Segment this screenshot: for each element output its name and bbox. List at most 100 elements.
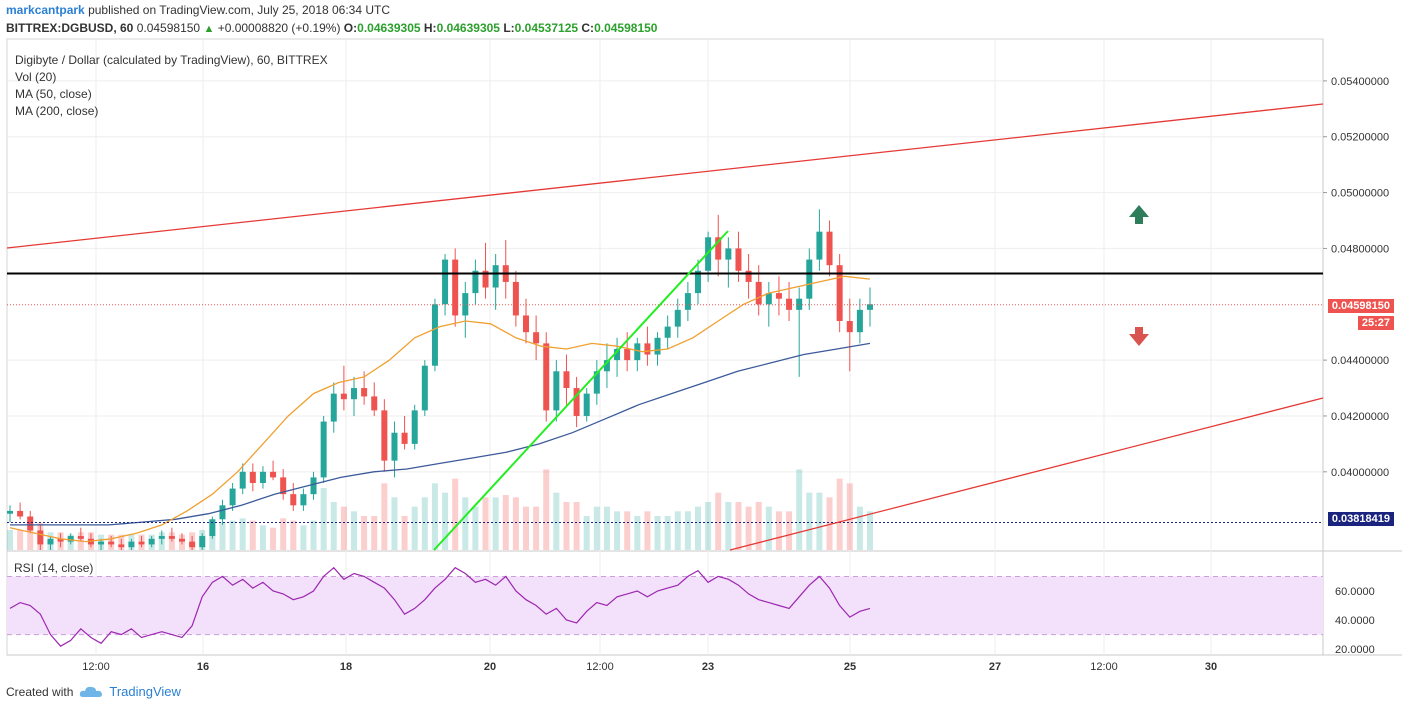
volume-bar <box>846 483 853 550</box>
volume-bar <box>806 492 813 550</box>
time-tick-label: 20 <box>484 661 496 673</box>
volume-bar <box>502 495 509 550</box>
rsi-tick-label: 20.0000 <box>1335 644 1375 656</box>
volume-bar <box>330 502 337 550</box>
candle-body <box>67 536 74 542</box>
volume-bar <box>219 523 226 550</box>
legend-ma50[interactable]: MA (50, close) <box>15 87 92 101</box>
tradingview-brand[interactable]: TradingView <box>109 684 181 699</box>
volume-bar <box>755 502 762 550</box>
rsi-legend[interactable]: RSI (14, close) <box>14 561 94 575</box>
volume-bar <box>654 516 661 550</box>
volume-bar <box>452 478 459 550</box>
price-tick-label: 0.05000000 <box>1331 188 1389 200</box>
candle-body <box>816 231 823 260</box>
candle-body <box>381 410 388 461</box>
candle-body <box>553 371 560 411</box>
time-tick-label: 27 <box>989 661 1001 673</box>
candle-body <box>573 388 580 416</box>
legend-title[interactable]: Digibyte / Dollar (calculated by Trading… <box>15 53 328 67</box>
candle-body <box>249 471 256 483</box>
candle-body <box>654 337 661 355</box>
volume-bar <box>512 497 519 550</box>
volume-bar <box>583 516 590 550</box>
legend-volume[interactable]: Vol (20) <box>15 70 57 84</box>
volume-bar <box>826 497 833 550</box>
upper-channel-line <box>6 103 1324 249</box>
candle-body <box>7 510 13 514</box>
candle-body <box>259 471 266 483</box>
up-triangle-icon: ▲ <box>203 23 215 35</box>
price-tick-label: 0.04400000 <box>1331 355 1389 367</box>
volume-bar <box>7 530 13 550</box>
candle-body <box>340 393 347 400</box>
close-label: C: <box>581 21 595 35</box>
volume-bar <box>320 488 327 550</box>
time-tick-label: 16 <box>197 661 209 673</box>
volume-bar <box>715 492 722 550</box>
price-tick-label: 0.04000000 <box>1331 467 1389 479</box>
volume-bar <box>280 518 287 550</box>
volume-bar <box>523 506 529 550</box>
time-tick-label: 18 <box>340 661 352 673</box>
legend-ma200[interactable]: MA (200, close) <box>15 104 99 118</box>
volume-bar <box>684 511 691 550</box>
volume-bar <box>725 502 732 550</box>
rsi-tick-label: 40.0000 <box>1335 615 1375 627</box>
countdown-tag: 25:27 <box>1357 316 1394 330</box>
arrow-down-icon <box>1129 327 1149 346</box>
volume-bar <box>361 516 368 550</box>
candle-body <box>371 396 378 411</box>
volume-bar <box>472 506 479 550</box>
volume-bar <box>17 530 24 550</box>
volume-bar <box>593 506 600 550</box>
volume-bar <box>27 525 34 550</box>
price-tick-label: 0.04200000 <box>1331 411 1389 423</box>
candle-body <box>624 348 631 361</box>
candle-body <box>168 536 175 539</box>
volume-bar <box>614 511 621 550</box>
volume-bar <box>492 497 499 550</box>
tradingview-cloud-icon[interactable] <box>79 685 103 699</box>
volume-bar <box>634 516 641 550</box>
volume-bar <box>310 520 317 550</box>
candle-body <box>482 270 489 288</box>
volume-bar <box>239 518 246 550</box>
low-label: L: <box>503 21 515 35</box>
candle-body <box>563 371 570 389</box>
published-text: published on TradingView.com, July 25, 2… <box>88 3 391 17</box>
support-price-tag: 0.03818419 <box>1327 512 1394 526</box>
volume-bar <box>664 516 671 550</box>
candle-body <box>442 259 449 305</box>
author-name[interactable]: markcantpark <box>6 3 85 17</box>
volume-bar <box>816 492 823 550</box>
candle-body <box>715 237 722 260</box>
time-tick-label: 30 <box>1205 661 1217 673</box>
candle-body <box>462 293 469 316</box>
price-tick-label: 0.04800000 <box>1331 243 1389 255</box>
candle-body <box>27 516 34 531</box>
candle-body <box>47 538 54 545</box>
high-label: H: <box>423 21 437 35</box>
volume-bar <box>674 511 681 550</box>
volume-bar <box>351 511 357 550</box>
lower-channel-line <box>729 397 1324 551</box>
candle-body <box>452 259 459 316</box>
volume-bar <box>259 525 266 550</box>
candle-body <box>229 488 236 506</box>
volume-bar <box>836 478 843 550</box>
candle-body <box>128 541 135 548</box>
open-value: 0.04639305 <box>357 21 421 35</box>
volume-bar <box>300 525 307 550</box>
chart-legend: Digibyte / Dollar (calculated by Trading… <box>15 52 328 120</box>
volume-bar <box>411 506 418 550</box>
close-value: 0.04598150 <box>594 21 658 35</box>
candle-body <box>533 332 540 344</box>
candle-body <box>310 477 317 495</box>
candle-body <box>856 309 863 333</box>
candle-body <box>796 298 803 310</box>
candle-body <box>472 270 479 294</box>
candle-body <box>806 259 813 299</box>
low-value: 0.04537125 <box>514 21 579 35</box>
